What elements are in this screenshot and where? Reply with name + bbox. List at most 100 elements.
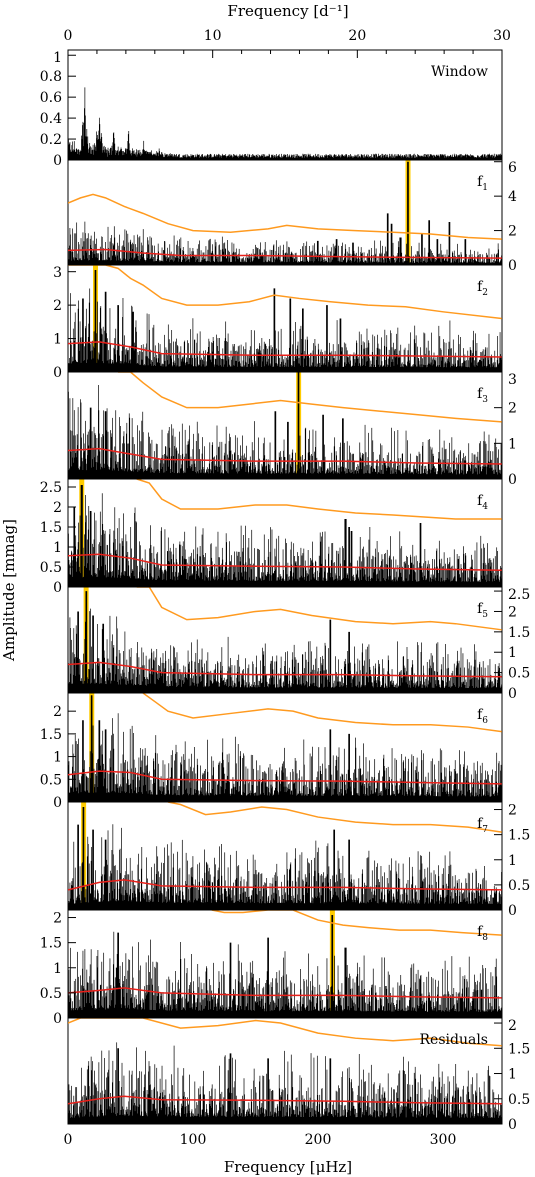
panel-label: f5 [477, 601, 488, 620]
y-tick-label: 0 [508, 472, 517, 488]
y-tick-label: 0 [508, 903, 517, 919]
y-tick-label: 0.8 [40, 69, 62, 85]
y-tick-label: 0.5 [40, 560, 62, 576]
y-tick-label: 2.5 [40, 480, 62, 496]
panel-residuals: 0 0.5 1 1.5 2 Residuals [68, 1017, 530, 1133]
y-tick-label: 1.5 [40, 936, 62, 952]
y-tick-label: 4 [508, 189, 517, 205]
top-tick-label: 20 [348, 28, 366, 44]
panel-f7: 0 0.5 1 1.5 2 f7 [68, 801, 530, 919]
panel-plot-area [68, 1018, 502, 1124]
y-axis-title: Amplitude [mmag] [0, 519, 18, 662]
y-tick-label: 0.6 [40, 90, 62, 106]
noise-curve [68, 447, 502, 465]
y-tick-label: 1 [508, 436, 517, 452]
spectrum-trace [68, 87, 502, 160]
panel-f1: 0 2 4 6 f1 [68, 159, 517, 274]
noise-curve [68, 987, 502, 999]
noise-curve [68, 248, 502, 259]
panel-plot-area [68, 802, 502, 910]
spectrum-trace [68, 591, 502, 693]
y-tick-label: 2 [53, 500, 62, 516]
y-tick-label: 1 [508, 853, 517, 869]
y-tick-label: 6 [508, 160, 517, 176]
y-tick-label: 0 [508, 1117, 517, 1133]
panel-plot-area [68, 693, 502, 802]
noise-curve [68, 770, 502, 785]
y-tick-label: 1 [53, 540, 62, 556]
y-tick-label: 0.5 [508, 878, 530, 894]
panel-label: f2 [477, 279, 488, 298]
panel-label: Residuals [420, 1032, 488, 1048]
panel-plot-area [68, 87, 502, 160]
panel-label-subscript: 2 [482, 288, 488, 298]
y-tick-label: 2 [53, 704, 62, 720]
y-tick-label: 0 [53, 580, 62, 596]
panel-f8: 0 0.5 1 1.5 2 f8 [40, 909, 502, 1027]
y-tick-label: 0 [53, 795, 62, 811]
panel-label-subscript: 1 [482, 183, 488, 193]
threshold-curve [68, 193, 502, 240]
y-tick-label: 2 [508, 401, 517, 417]
top-tick-label: 0 [64, 28, 73, 44]
y-tick-label: 2 [508, 803, 517, 819]
panel-plot-area [68, 372, 502, 479]
threshold-curve [136, 479, 502, 520]
y-tick-label: 0.5 [508, 1092, 530, 1108]
panel-label: Window [431, 64, 488, 80]
bottom-tick-label: 300 [430, 1132, 457, 1148]
y-tick-label: 0 [53, 365, 62, 381]
panel-label-subscript: 5 [482, 610, 488, 620]
spectrum-trace [68, 695, 502, 802]
noise-curve [68, 879, 502, 891]
panel-plot-area [68, 160, 502, 265]
y-tick-label: 0.5 [40, 772, 62, 788]
y-tick-label: 0.5 [508, 666, 530, 682]
threshold-curve [167, 802, 502, 833]
panel-label-subscript: 7 [482, 825, 488, 835]
y-tick-label: 1.5 [40, 520, 62, 536]
panel-label: f4 [477, 493, 488, 512]
panel-f2: 0 1 2 3 f2 [53, 264, 502, 381]
y-tick-label: 2 [53, 911, 62, 927]
y-tick-label: 0 [508, 258, 517, 274]
panel-plot-area [68, 587, 502, 693]
y-tick-label: 0.4 [40, 111, 62, 127]
panel-f4: 0 0.5 1 1.5 2 2.5 f4 [40, 478, 502, 596]
panel-label: f1 [477, 174, 488, 193]
y-tick-label: 0 [53, 1011, 62, 1027]
y-tick-label: 1 [508, 1067, 517, 1083]
y-tick-label: 1 [53, 50, 62, 66]
y-tick-label: 1 [53, 750, 62, 766]
panel-window: 0 0.2 0.4 0.6 0.8 1 Window [40, 50, 502, 169]
y-tick-label: 2 [508, 224, 517, 240]
panel-f3: 0 1 2 3 f3 [68, 371, 517, 488]
y-tick-label: 2 [508, 1018, 517, 1034]
y-tick-label: 1.5 [508, 828, 530, 844]
y-tick-label: 0 [53, 153, 62, 169]
bottom-tick-label: 0 [64, 1132, 73, 1148]
y-tick-label: 2 [508, 604, 517, 620]
panel-label: f7 [477, 816, 488, 835]
y-tick-label: 1.5 [40, 727, 62, 743]
y-tick-label: 0 [508, 686, 517, 702]
y-tick-label: 1.5 [508, 625, 530, 641]
y-tick-label: 3 [508, 372, 517, 388]
panel-plot-area [68, 265, 502, 372]
noise-curve [68, 341, 502, 358]
spectrum-trace [68, 1042, 502, 1124]
threshold-curve [68, 1018, 502, 1047]
spectrum-trace [68, 161, 502, 265]
top-tick-label: 30 [493, 28, 511, 44]
noise-curve [68, 661, 502, 678]
y-tick-label: 1 [53, 332, 62, 348]
y-tick-label: 1.5 [508, 1041, 530, 1057]
y-tick-label: 0.2 [40, 132, 62, 148]
y-tick-label: 1 [53, 961, 62, 977]
threshold-curve [211, 910, 502, 936]
spectrum-trace [68, 485, 502, 587]
noise-curve [68, 1095, 502, 1105]
panel-label: f3 [477, 386, 488, 405]
